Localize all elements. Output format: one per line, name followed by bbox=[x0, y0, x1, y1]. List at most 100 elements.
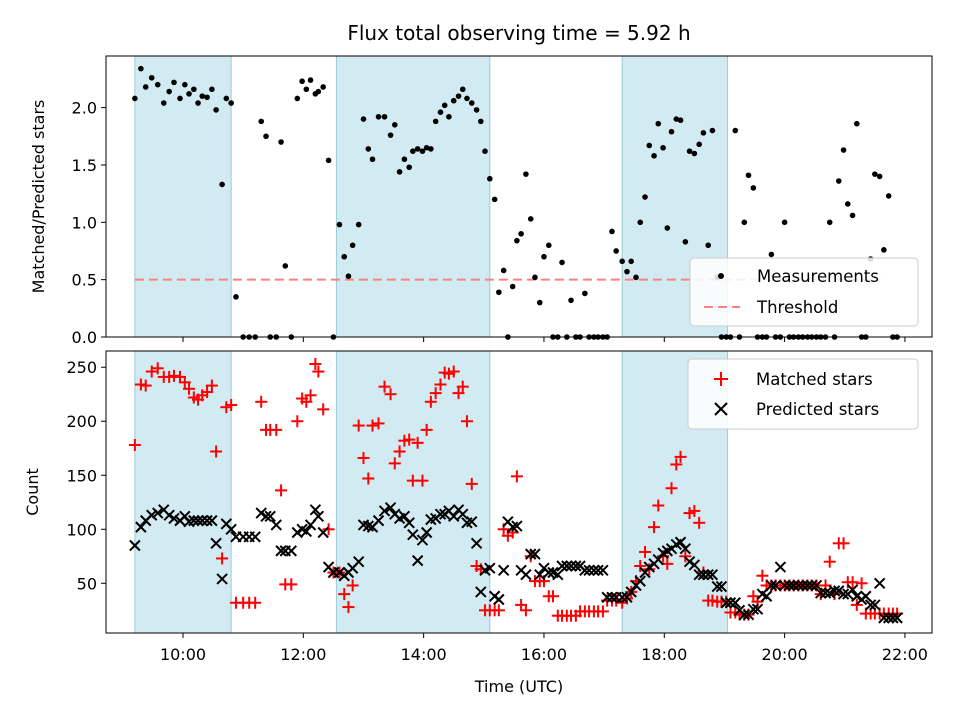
bottom-shaded-regions bbox=[134, 350, 728, 634]
measurement-point bbox=[582, 290, 588, 297]
predicted-star-point bbox=[693, 568, 705, 581]
predicted-star-point bbox=[525, 548, 537, 560]
matched-star-point bbox=[596, 605, 609, 618]
matched-star-point bbox=[524, 550, 537, 563]
measurement-point bbox=[381, 113, 388, 120]
measurement-point bbox=[876, 173, 883, 180]
measurement-point bbox=[509, 283, 516, 290]
measurement-point bbox=[195, 100, 201, 106]
matched-star-point bbox=[342, 601, 355, 614]
predicted-star-point bbox=[652, 553, 664, 566]
matched-star-point bbox=[285, 578, 298, 591]
predicted-star-point bbox=[616, 591, 628, 604]
measurement-point bbox=[315, 88, 322, 95]
measurement-point bbox=[750, 185, 757, 191]
measurement-point bbox=[401, 156, 408, 163]
measurement-point bbox=[840, 147, 847, 153]
measurement-point bbox=[132, 95, 138, 102]
predicted-star-point bbox=[864, 599, 877, 611]
predicted-star-point bbox=[882, 612, 895, 624]
predicted-star-point bbox=[579, 564, 591, 577]
matched-star-point bbox=[384, 388, 397, 401]
predicted-star-point bbox=[275, 545, 287, 557]
measurement-point bbox=[491, 196, 498, 203]
matched-star-point bbox=[416, 474, 429, 487]
top-axes-frame bbox=[105, 55, 933, 338]
matched-star-point bbox=[317, 403, 330, 416]
predicted-star-point bbox=[543, 566, 555, 579]
predicted-star-point bbox=[129, 539, 141, 552]
predicted-star-point bbox=[309, 504, 322, 516]
measurement-point bbox=[432, 118, 439, 125]
measurement-point bbox=[619, 258, 625, 265]
measurement-point bbox=[355, 221, 362, 228]
measurement-point bbox=[541, 253, 547, 260]
predicted-star-point bbox=[403, 517, 415, 529]
measurement-point bbox=[660, 144, 666, 151]
bottom-y-tick-label: 150 bbox=[66, 466, 97, 485]
predicted-star-point bbox=[783, 579, 796, 592]
measurement-point bbox=[844, 201, 851, 207]
legend-measurements-marker bbox=[718, 273, 724, 279]
predicted-star-point bbox=[810, 579, 823, 592]
matched-stars-points bbox=[128, 357, 904, 622]
predicted-star-point bbox=[634, 575, 646, 587]
matched-star-point bbox=[128, 439, 141, 451]
matched-star-point bbox=[372, 417, 385, 430]
measurement-point bbox=[500, 267, 507, 274]
matched-star-point bbox=[424, 395, 437, 408]
measurement-point bbox=[450, 97, 457, 104]
predicted-star-point bbox=[751, 603, 764, 615]
measurement-point bbox=[477, 118, 484, 125]
predicted-star-point bbox=[420, 526, 433, 539]
predicted-star-point bbox=[384, 501, 397, 514]
matched-star-point bbox=[167, 369, 180, 382]
measurement-point bbox=[700, 130, 707, 136]
predicted-star-point bbox=[792, 579, 805, 592]
predicted-star-point bbox=[511, 520, 523, 532]
matched-star-point bbox=[846, 576, 859, 589]
matched-star-point bbox=[519, 604, 532, 617]
predicted-star-point bbox=[561, 560, 573, 572]
predicted-star-point bbox=[837, 588, 850, 600]
matched-star-point bbox=[291, 415, 304, 428]
measurement-point bbox=[664, 225, 671, 231]
predicted-star-point bbox=[606, 591, 618, 604]
top-y-tick-label: 1.5 bbox=[72, 156, 97, 175]
matched-star-point bbox=[312, 365, 325, 378]
measurement-point bbox=[651, 152, 657, 159]
measurement-point bbox=[182, 81, 188, 88]
predicted-star-point bbox=[201, 514, 213, 527]
predicted-star-point bbox=[697, 568, 710, 581]
x-tick-label: 12:00 bbox=[280, 645, 326, 664]
predicted-star-point bbox=[260, 510, 272, 523]
predicted-star-point bbox=[270, 519, 282, 531]
measurement-point bbox=[473, 107, 480, 113]
measurement-point bbox=[835, 178, 842, 184]
predicted-star-point bbox=[378, 505, 391, 517]
predicted-star-point bbox=[457, 508, 469, 520]
measurement-point bbox=[294, 95, 301, 102]
measurement-point bbox=[263, 133, 269, 140]
matched-star-point bbox=[492, 604, 505, 617]
measurement-point bbox=[624, 268, 630, 275]
predicted-star-point bbox=[814, 587, 827, 599]
measurement-point bbox=[213, 107, 219, 113]
predicted-star-point bbox=[493, 593, 505, 606]
measurement-point bbox=[609, 228, 615, 235]
predicted-star-point bbox=[192, 514, 204, 527]
matched-star-point bbox=[309, 357, 322, 370]
predicted-star-point bbox=[520, 568, 532, 581]
predicted-star-point bbox=[249, 531, 261, 543]
bottom-axis-ticks: 50 100 150 200 250 10:00 12:00 14:00 16:00 18:00 2… bbox=[66, 358, 928, 664]
predicted-star-point bbox=[729, 597, 741, 609]
measurement-point bbox=[325, 157, 332, 164]
bottom-legend: Matched stars Predicted stars bbox=[687, 358, 919, 430]
matched-star-point bbox=[201, 386, 214, 399]
measurement-point bbox=[518, 230, 524, 237]
measurement-point bbox=[446, 113, 452, 120]
measurement-point bbox=[219, 181, 225, 188]
measurement-point bbox=[303, 86, 310, 93]
predicted-star-point bbox=[769, 579, 782, 592]
measurement-point bbox=[166, 88, 172, 95]
